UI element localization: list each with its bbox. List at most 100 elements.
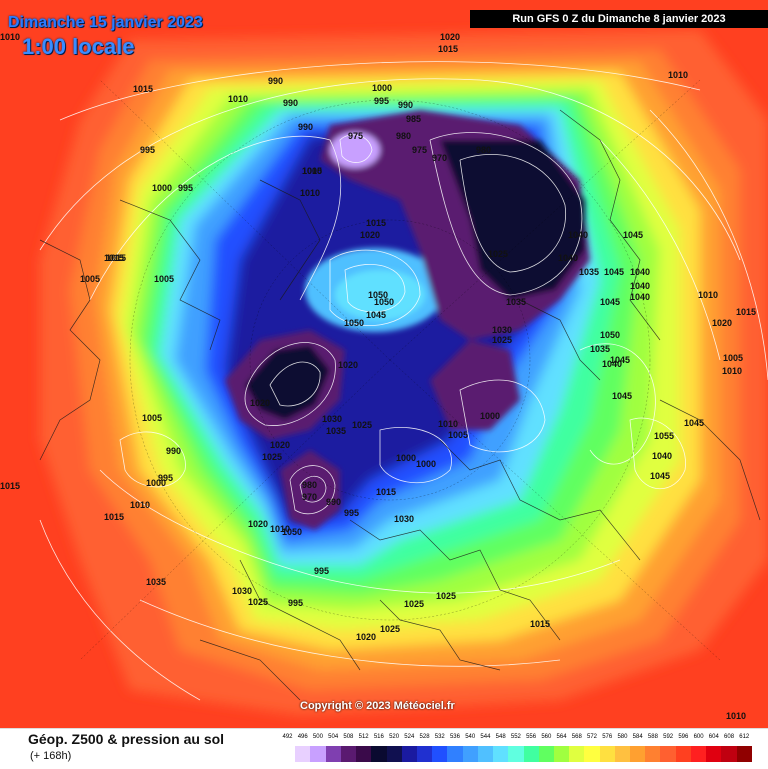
coastlines bbox=[39, 109, 761, 701]
isobar-label: 970 bbox=[432, 153, 448, 163]
isobar-label: 1045 bbox=[684, 418, 705, 428]
isobar-label: 1035 bbox=[579, 267, 600, 277]
color-scale-label: 512 bbox=[358, 734, 369, 740]
isobar-label: 975 bbox=[412, 145, 428, 155]
color-scale-swatch bbox=[508, 746, 524, 762]
color-scale-label: 604 bbox=[708, 734, 719, 740]
color-scale: 492 496 500 504 508 512 516 520 524 528 532 536 540 5… bbox=[280, 734, 752, 762]
color-scale-swatch bbox=[310, 746, 326, 762]
graticule bbox=[79, 79, 721, 661]
isobar-label: 995 bbox=[374, 96, 390, 106]
isobar-label: 980 bbox=[302, 480, 318, 490]
isobar-label: 1030 bbox=[492, 325, 513, 335]
map-canvas bbox=[0, 0, 768, 728]
isobar-label: 995 bbox=[344, 508, 360, 518]
color-scale-label: 544 bbox=[480, 734, 491, 740]
isobar-label: 990 bbox=[166, 446, 182, 456]
isobar-label: 1055 bbox=[654, 431, 675, 441]
color-scale-swatch bbox=[736, 746, 752, 762]
color-scale-swatch bbox=[614, 746, 631, 762]
color-scale-swatch bbox=[538, 746, 554, 762]
copyright-notice: Copyright © 2023 Météociel.fr bbox=[300, 700, 455, 712]
isobar-label: 1045 bbox=[612, 391, 633, 401]
isobar-label: 995 bbox=[178, 183, 194, 193]
color-scale-label: 576 bbox=[602, 734, 613, 740]
color-scale-swatch bbox=[462, 746, 478, 762]
color-scale-swatch bbox=[416, 746, 433, 762]
isobar-label: 1025 bbox=[248, 597, 269, 607]
color-scale-swatch bbox=[340, 746, 357, 762]
isobar-label: 1010 bbox=[228, 94, 249, 104]
isobar-label: 1015 bbox=[106, 253, 127, 263]
isobar-label: 1025 bbox=[404, 599, 425, 609]
color-scale-label: 500 bbox=[312, 734, 323, 740]
isobar-label: 1045 bbox=[604, 267, 625, 277]
isobar-label: 1010 bbox=[722, 366, 743, 376]
color-scale-swatch bbox=[371, 746, 387, 762]
color-scale-swatch bbox=[690, 746, 707, 762]
isobar-label: 1010 bbox=[270, 524, 291, 534]
color-scale-label: 572 bbox=[587, 734, 598, 740]
color-scale-swatch bbox=[706, 746, 722, 762]
isobar-label: 1010 bbox=[438, 419, 459, 429]
isobar-label: 1015 bbox=[376, 487, 397, 497]
isobar-label: 990 bbox=[326, 497, 342, 507]
color-scale-label: 504 bbox=[328, 734, 339, 740]
isobar-label: 970 bbox=[302, 492, 318, 502]
isobar-label: 1020 bbox=[248, 519, 269, 529]
color-scale-label: 492 bbox=[282, 734, 293, 740]
forecast-date: Dimanche 15 janvier 2023 bbox=[8, 14, 203, 31]
color-scale-swatch bbox=[645, 746, 661, 762]
isobar-label: 995 bbox=[314, 566, 330, 576]
isobar-label: 1005 bbox=[142, 413, 163, 423]
color-scale-label: 600 bbox=[693, 734, 704, 740]
color-scale-swatch bbox=[630, 746, 646, 762]
color-scale-label: 540 bbox=[465, 734, 476, 740]
color-scale-swatch bbox=[325, 746, 341, 762]
color-scale-label: 568 bbox=[571, 734, 582, 740]
color-scale-swatch bbox=[477, 746, 494, 762]
isobar-label: 1040 bbox=[630, 281, 651, 291]
isobar-label: 1020 bbox=[440, 32, 461, 42]
color-scale-labels: 492 496 500 504 508 512 516 520 524 528 532 536 540 5… bbox=[280, 734, 752, 744]
isobar-label: 990 bbox=[398, 100, 414, 110]
color-scale-swatch bbox=[280, 746, 296, 762]
isobar-label: 1045 bbox=[610, 355, 631, 365]
isobar-label: 1010 bbox=[726, 711, 747, 721]
color-scale-label: 556 bbox=[526, 734, 537, 740]
isobar-label: 1010 bbox=[130, 500, 151, 510]
isobar-label: 975 bbox=[348, 131, 364, 141]
isobar-label: 1020 bbox=[360, 230, 381, 240]
isobar-label: 980 bbox=[476, 145, 492, 155]
isobar-label: 1015 bbox=[530, 619, 551, 629]
isobar-label: 1025 bbox=[262, 452, 283, 462]
isobar-label: 990 bbox=[298, 122, 314, 132]
isobar-label: 1025 bbox=[492, 335, 513, 345]
isobar-label: 1040 bbox=[652, 451, 673, 461]
isobar-label: 1035 bbox=[590, 344, 611, 354]
model-run-label: Run GFS 0 Z du Dimanche 8 janvier 2023 bbox=[470, 10, 768, 28]
isobar-label: 1005 bbox=[154, 274, 175, 284]
color-scale-label: 608 bbox=[724, 734, 735, 740]
color-scale-label: 584 bbox=[632, 734, 643, 740]
isobar-label: 1000 bbox=[146, 478, 167, 488]
isobar-label: 1045 bbox=[600, 297, 621, 307]
color-scale-swatch bbox=[553, 746, 570, 762]
isobar-label: 985 bbox=[406, 114, 422, 124]
isobar-label: 1005 bbox=[80, 274, 101, 284]
isobar-label: 990 bbox=[268, 76, 284, 86]
color-scale-swatch bbox=[599, 746, 615, 762]
isobar-label: 1035 bbox=[326, 426, 347, 436]
isobar-label: 1000 bbox=[372, 83, 393, 93]
color-scale-swatch bbox=[660, 746, 676, 762]
isobar-label: 1015 bbox=[133, 84, 154, 94]
color-scale-label: 564 bbox=[556, 734, 567, 740]
isobar-label: 1050 bbox=[368, 290, 389, 300]
isobar-label: 1035 bbox=[146, 577, 167, 587]
color-scale-label: 528 bbox=[419, 734, 430, 740]
color-scale-swatch bbox=[569, 746, 585, 762]
isobar-label: 1045 bbox=[650, 471, 671, 481]
color-scale-swatch bbox=[295, 746, 311, 762]
color-scale-swatch bbox=[675, 746, 691, 762]
isobar-label: 1015 bbox=[104, 253, 125, 263]
